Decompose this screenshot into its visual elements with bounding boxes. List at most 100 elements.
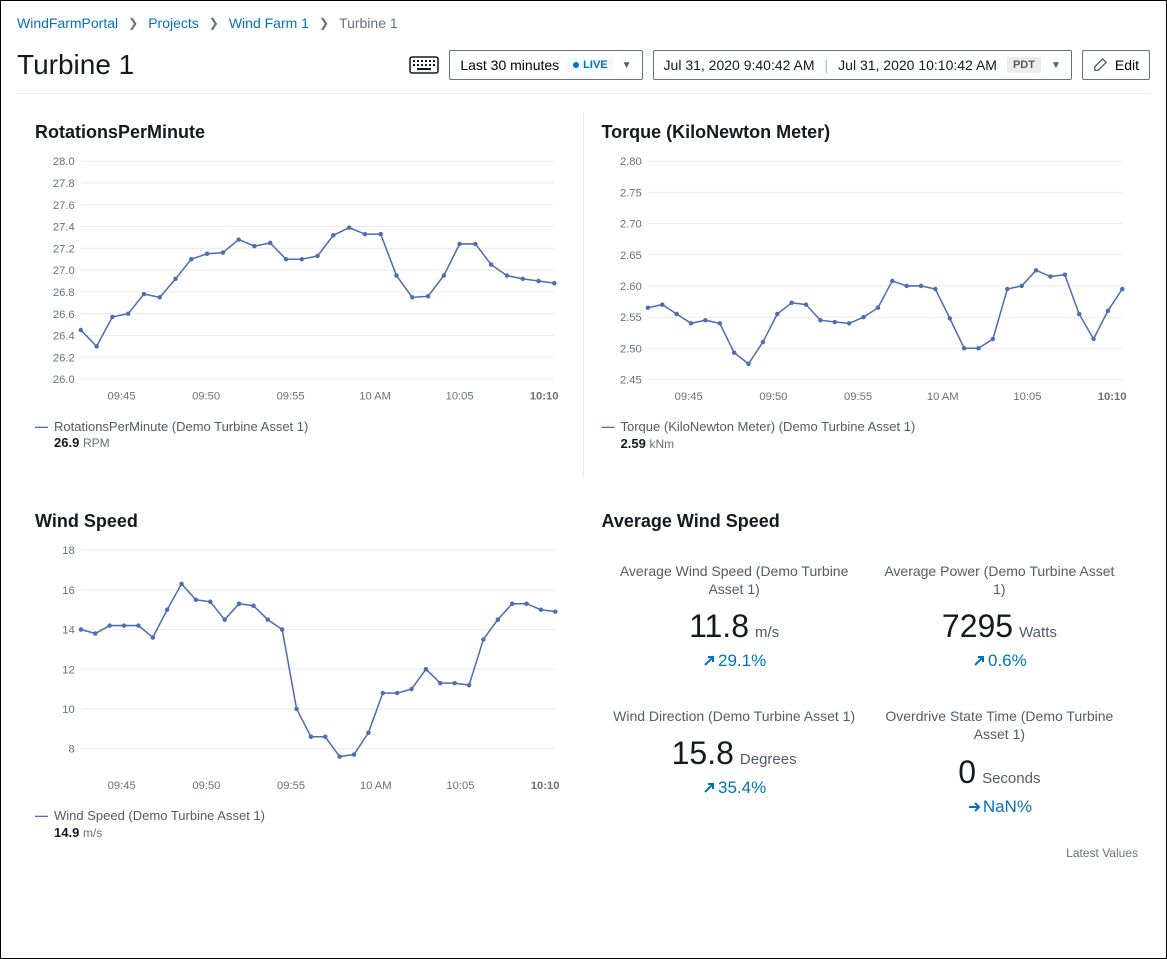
svg-text:10 AM: 10 AM	[926, 391, 958, 403]
breadcrumb-projects[interactable]: Projects	[148, 15, 199, 31]
svg-text:28.0: 28.0	[53, 156, 75, 168]
legend-wind: — Wind Speed (Demo Turbine Asset 1) 14.9…	[35, 808, 566, 842]
panel-title-kpi: Average Wind Speed	[602, 511, 1133, 532]
chart-torque[interactable]: 2.452.502.552.602.652.702.752.8009:4509:…	[602, 153, 1133, 408]
kpi-label: Average Wind Speed (Demo Turbine Asset 1…	[612, 562, 857, 598]
kpi-unit: Degrees	[740, 751, 797, 768]
range-to: Jul 31, 2020 10:10:42 AM	[838, 57, 997, 73]
kpi-footer: Latest Values	[1066, 846, 1138, 860]
range-from: Jul 31, 2020 9:40:42 AM	[664, 57, 815, 73]
divider	[17, 93, 1150, 94]
kpi-value: 11.8	[689, 608, 749, 645]
breadcrumb-root[interactable]: WindFarmPortal	[17, 15, 118, 31]
svg-text:2.55: 2.55	[619, 312, 641, 324]
kpi-delta: 0.6%	[972, 651, 1027, 671]
legend-value: 14.9	[54, 825, 79, 840]
svg-text:09:45: 09:45	[108, 780, 136, 792]
svg-text:26.4: 26.4	[53, 331, 75, 343]
panel-kpi: Average Wind Speed Average Wind Speed (D…	[584, 501, 1151, 866]
svg-text:26.6: 26.6	[53, 309, 75, 321]
svg-text:26.8: 26.8	[53, 287, 75, 299]
legend-rpm: — RotationsPerMinute (Demo Turbine Asset…	[35, 419, 565, 453]
kpi-label: Average Power (Demo Turbine Asset 1)	[877, 562, 1122, 598]
svg-text:27.4: 27.4	[53, 222, 75, 234]
legend-unit: kNm	[649, 437, 674, 451]
svg-text:2.75: 2.75	[619, 187, 641, 199]
panel-rpm: RotationsPerMinute 26.0 26.2 26.4 26.6 26.8 2…	[17, 112, 584, 477]
kpi-value: 0	[958, 754, 976, 791]
panel-torque: Torque (KiloNewton Meter) 2.45 2.50 2.55 2.…	[584, 112, 1151, 477]
svg-text:09:55: 09:55	[844, 391, 872, 403]
breadcrumb: WindFarmPortal ❯ Projects ❯ Wind Farm 1 …	[17, 15, 1150, 31]
kpi-delta: 29.1%	[702, 651, 766, 671]
keyboard-icon[interactable]	[409, 53, 439, 78]
svg-text:10:10: 10:10	[531, 780, 560, 792]
chevron-right-icon: ❯	[128, 16, 138, 30]
svg-text:26.0: 26.0	[53, 374, 75, 386]
legend-label: RotationsPerMinute (Demo Turbine Asset 1…	[54, 419, 308, 434]
panel-title-wind: Wind Speed	[35, 511, 566, 532]
kpi-value: 7295	[942, 608, 1013, 645]
svg-text:09:50: 09:50	[759, 391, 787, 403]
range-separator: |	[825, 57, 829, 73]
chevron-right-icon: ❯	[319, 16, 329, 30]
legend-value: 2.59	[621, 436, 646, 451]
kpi-unit: m/s	[755, 624, 779, 641]
legend-label: Wind Speed (Demo Turbine Asset 1)	[54, 808, 265, 823]
chevron-right-icon: ❯	[209, 16, 219, 30]
svg-text:09:50: 09:50	[192, 390, 220, 402]
kpi-delta: NaN%	[967, 797, 1032, 817]
chevron-down-icon: ▼	[622, 60, 632, 71]
time-range-label: Last 30 minutes	[460, 57, 559, 73]
panel-title-torque: Torque (KiloNewton Meter)	[602, 122, 1133, 143]
timezone-badge: PDT	[1007, 57, 1041, 73]
svg-text:09:45: 09:45	[674, 391, 702, 403]
svg-text:10 AM: 10 AM	[360, 780, 392, 792]
svg-text:2.50: 2.50	[619, 343, 641, 355]
svg-text:10:05: 10:05	[1013, 391, 1041, 403]
time-range-display[interactable]: Jul 31, 2020 9:40:42 AM | Jul 31, 2020 1…	[653, 50, 1072, 80]
kpi-unit: Watts	[1019, 624, 1057, 641]
svg-text:09:50: 09:50	[192, 780, 220, 792]
chart-wind[interactable]: 8101214161809:4509:5009:5510 AM10:0510:1…	[35, 542, 566, 797]
live-badge: LIVE	[567, 58, 613, 72]
kpi-item: Average Wind Speed (Demo Turbine Asset 1…	[612, 562, 857, 671]
svg-text:10: 10	[62, 704, 74, 716]
kpi-item: Overdrive State Time (Demo Turbine Asset…	[877, 707, 1122, 816]
svg-text:10 AM: 10 AM	[359, 390, 391, 402]
kpi-item: Average Power (Demo Turbine Asset 1) 7295…	[877, 562, 1122, 671]
svg-text:10:10: 10:10	[530, 390, 559, 402]
svg-text:2.45: 2.45	[619, 375, 641, 387]
svg-text:2.65: 2.65	[619, 250, 641, 262]
kpi-value: 15.8	[672, 735, 734, 772]
svg-text:8: 8	[69, 744, 75, 756]
svg-text:27.6: 27.6	[53, 200, 75, 212]
svg-text:16: 16	[62, 585, 74, 597]
kpi-delta: 35.4%	[702, 778, 766, 798]
legend-torque: — Torque (KiloNewton Meter) (Demo Turbin…	[602, 419, 1133, 453]
legend-value: 26.9	[54, 435, 79, 450]
chevron-down-icon: ▼	[1051, 60, 1061, 71]
edit-label: Edit	[1115, 57, 1139, 73]
chart-rpm[interactable]: 26.026.226.426.626.827.027.227.427.627.8…	[35, 153, 565, 408]
svg-text:2.70: 2.70	[619, 219, 641, 231]
edit-icon	[1093, 58, 1107, 72]
svg-text:26.2: 26.2	[53, 352, 75, 364]
page-title: Turbine 1	[17, 49, 134, 81]
svg-text:27.8: 27.8	[53, 178, 75, 190]
panel-wind: Wind Speed 8101214161809:4509:5009:5510 …	[17, 501, 584, 866]
svg-text:10:05: 10:05	[446, 780, 474, 792]
breadcrumb-current: Turbine 1	[339, 15, 398, 31]
edit-button[interactable]: Edit	[1082, 50, 1150, 80]
kpi-unit: Seconds	[982, 770, 1040, 787]
legend-unit: m/s	[83, 826, 102, 840]
kpi-label: Wind Direction (Demo Turbine Asset 1)	[612, 707, 857, 725]
svg-text:09:45: 09:45	[108, 390, 136, 402]
svg-text:27.0: 27.0	[53, 265, 75, 277]
svg-text:10:05: 10:05	[446, 390, 474, 402]
panel-title-rpm: RotationsPerMinute	[35, 122, 565, 143]
svg-text:2.80: 2.80	[619, 156, 641, 168]
time-range-dropdown[interactable]: Last 30 minutes LIVE ▼	[449, 50, 642, 80]
breadcrumb-farm[interactable]: Wind Farm 1	[229, 15, 309, 31]
svg-text:09:55: 09:55	[277, 780, 305, 792]
